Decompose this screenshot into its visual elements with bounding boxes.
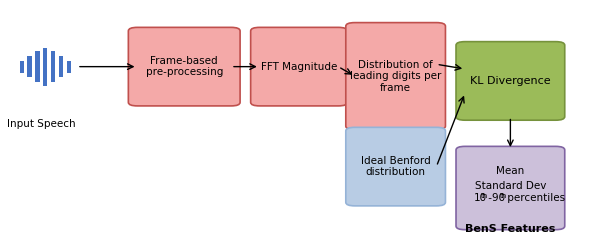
FancyBboxPatch shape	[345, 23, 446, 130]
Text: Ideal Benford
distribution: Ideal Benford distribution	[361, 156, 431, 177]
Text: percentiles: percentiles	[504, 193, 565, 203]
Bar	[66, 61, 71, 73]
Text: Mean: Mean	[496, 166, 524, 176]
Bar	[59, 56, 63, 77]
FancyBboxPatch shape	[345, 127, 446, 206]
Text: th: th	[500, 193, 507, 199]
Bar	[43, 48, 47, 86]
Text: BenS Features: BenS Features	[465, 224, 556, 234]
FancyBboxPatch shape	[456, 42, 565, 120]
FancyBboxPatch shape	[128, 27, 240, 106]
Text: KL Divergence: KL Divergence	[470, 76, 551, 86]
Text: 10: 10	[474, 193, 487, 203]
Bar	[35, 51, 40, 82]
Text: Distribution of
leading digits per
frame: Distribution of leading digits per frame	[350, 60, 442, 93]
Text: Standard Dev: Standard Dev	[475, 181, 546, 191]
Bar	[19, 61, 24, 73]
FancyBboxPatch shape	[456, 146, 565, 230]
Text: th: th	[481, 193, 488, 199]
Text: Frame-based
pre-processing: Frame-based pre-processing	[146, 56, 223, 77]
FancyBboxPatch shape	[251, 27, 347, 106]
Text: FFT Magnitude: FFT Magnitude	[261, 62, 337, 72]
Bar	[27, 56, 31, 77]
Text: -90: -90	[486, 193, 506, 203]
Bar	[51, 51, 56, 82]
Text: Input Speech: Input Speech	[7, 119, 76, 129]
